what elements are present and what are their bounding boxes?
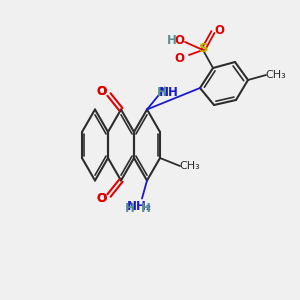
Text: O: O <box>97 192 107 205</box>
Text: H: H <box>141 202 151 215</box>
Text: O: O <box>97 85 107 98</box>
Text: O: O <box>214 23 224 37</box>
Text: CH₃: CH₃ <box>180 161 200 171</box>
Text: O: O <box>96 192 106 205</box>
Text: NH₂: NH₂ <box>127 200 152 213</box>
Text: O: O <box>174 34 184 47</box>
Text: S: S <box>199 43 209 56</box>
Text: H: H <box>125 202 135 215</box>
Text: H: H <box>167 34 177 47</box>
Text: H: H <box>157 86 166 99</box>
Text: O: O <box>174 52 184 64</box>
Text: NH: NH <box>159 86 178 99</box>
Text: CH₃: CH₃ <box>266 70 286 80</box>
Text: O: O <box>96 85 106 98</box>
